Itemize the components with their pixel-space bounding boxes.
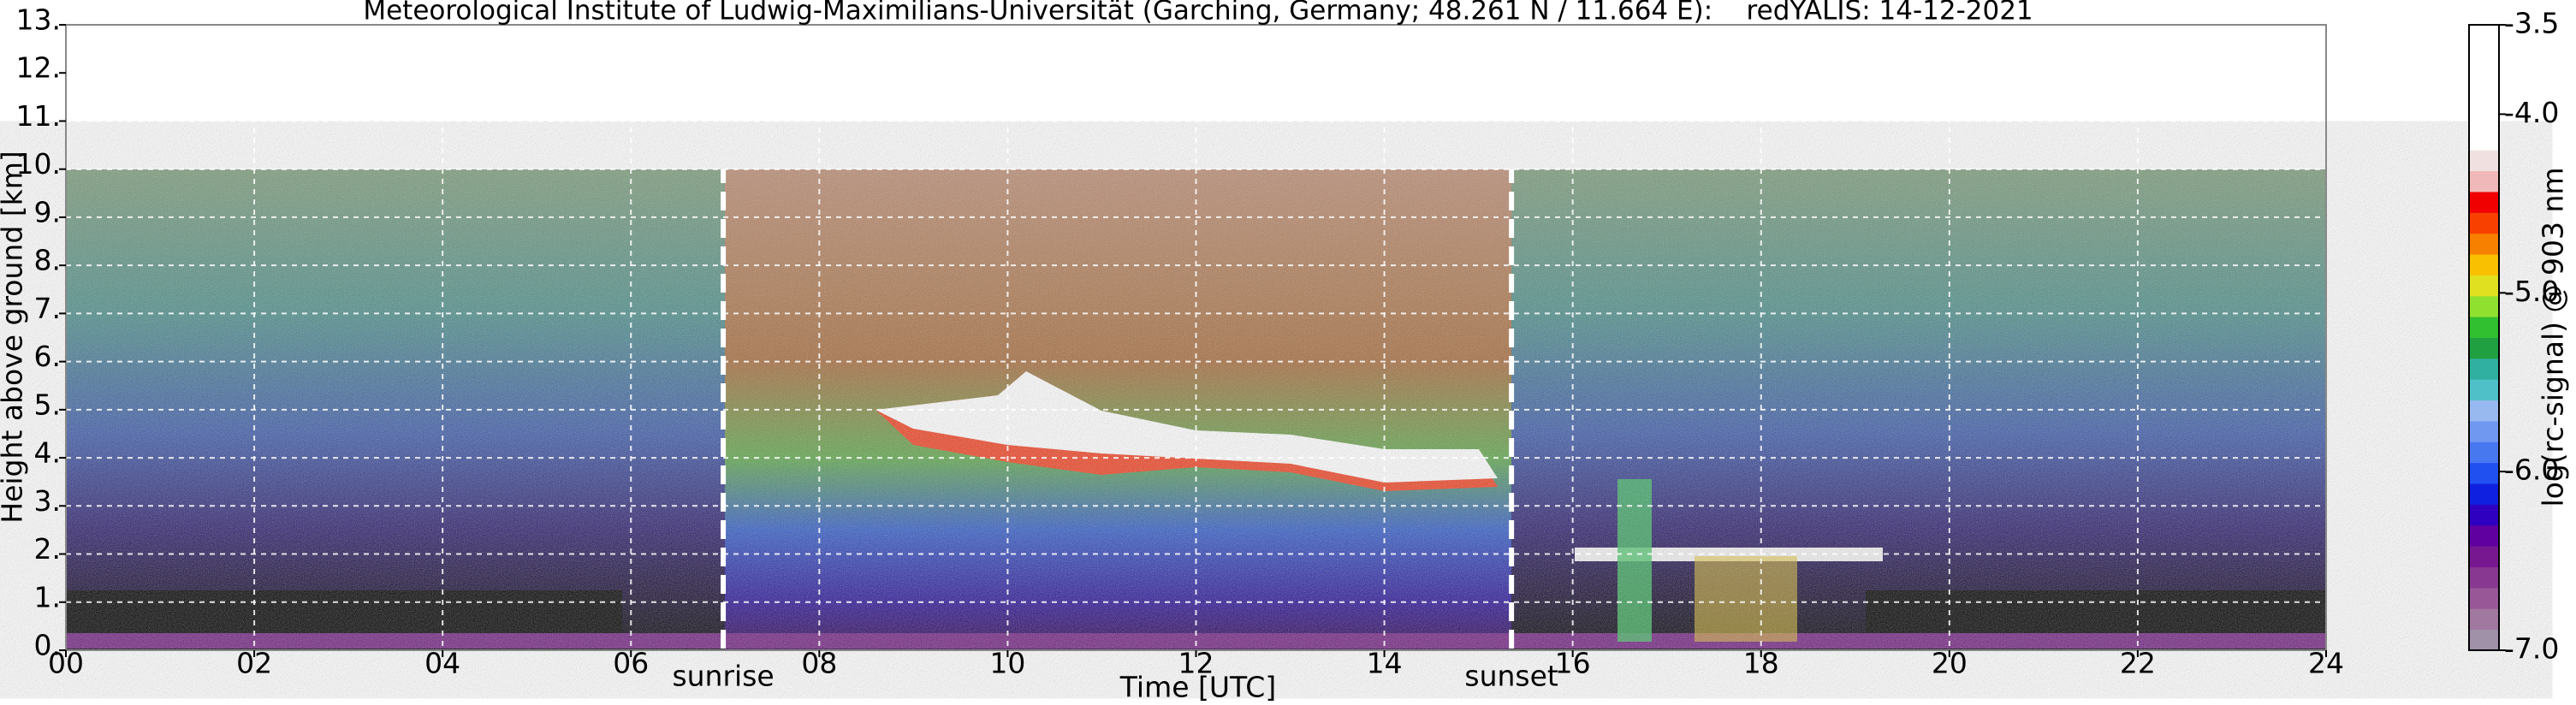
colorbar-frame bbox=[2468, 24, 2500, 651]
colorbar-swatch bbox=[2469, 66, 2499, 88]
x-tick-label: 02 bbox=[236, 647, 272, 680]
colorbar-swatch bbox=[2469, 483, 2499, 505]
x-tick-label: 12 bbox=[1178, 647, 1214, 680]
y-tick-label: 8. bbox=[34, 244, 62, 277]
y-tick-label: 0. bbox=[34, 629, 62, 662]
colorbar-tick-label: -5.0 bbox=[2504, 275, 2559, 308]
y-tick-label: 4. bbox=[34, 436, 62, 470]
colorbar-swatch bbox=[2469, 420, 2499, 442]
x-tick-label: 00 bbox=[48, 647, 84, 680]
colorbar-swatch bbox=[2469, 337, 2499, 359]
x-tick-label: 24 bbox=[2308, 647, 2344, 680]
x-tick-label: 16 bbox=[1555, 647, 1591, 680]
colorbar-swatch bbox=[2469, 275, 2499, 297]
y-tick-label: 5. bbox=[34, 388, 62, 421]
colorbar-swatch bbox=[2469, 524, 2499, 547]
colorbar-swatch bbox=[2469, 566, 2499, 589]
y-tick-label: 12. bbox=[16, 51, 61, 85]
y-tick-label: 7. bbox=[34, 292, 62, 325]
y-tick-label: 1. bbox=[34, 580, 62, 613]
y-tick-label: 2. bbox=[34, 532, 62, 566]
colorbar-swatch bbox=[2469, 295, 2499, 317]
annotation-label: sunset bbox=[1464, 660, 1558, 693]
x-tick-label: 14 bbox=[1367, 647, 1403, 680]
colorbar-swatch bbox=[2469, 629, 2499, 651]
colorbar-swatch bbox=[2469, 379, 2499, 401]
colorbar-swatch bbox=[2469, 462, 2499, 484]
annotation-label: sunrise bbox=[672, 660, 774, 693]
y-tick-label: 13. bbox=[16, 3, 61, 37]
y-axis-label: Height above ground [km] bbox=[0, 151, 29, 524]
colorbar-swatch bbox=[2469, 608, 2499, 631]
x-tick-label: 10 bbox=[989, 647, 1025, 680]
y-tick-label: 6. bbox=[34, 340, 62, 373]
colorbar-swatch bbox=[2469, 358, 2499, 380]
colorbar-swatch bbox=[2469, 25, 2499, 46]
colorbar-label: log(rc-signal) @ 903 nm bbox=[2537, 167, 2570, 507]
x-tick-label: 22 bbox=[2120, 647, 2156, 680]
colorbar-swatch bbox=[2469, 254, 2499, 275]
colorbar-swatch bbox=[2469, 191, 2499, 213]
colorbar-swatch bbox=[2469, 170, 2499, 193]
x-axis-label: Time [UTC] bbox=[1119, 671, 1276, 704]
x-tick-label: 20 bbox=[1932, 647, 1968, 680]
x-tick-label: 06 bbox=[613, 647, 649, 680]
y-tick-label: 10. bbox=[16, 147, 61, 181]
y-tick-label: 3. bbox=[34, 484, 62, 518]
colorbar-swatch bbox=[2469, 212, 2499, 234]
colorbar-tick-label: -6.0 bbox=[2504, 453, 2559, 487]
y-tick-label: 9. bbox=[34, 195, 62, 228]
colorbar-swatch bbox=[2469, 45, 2499, 68]
x-tick-label: 08 bbox=[801, 647, 837, 680]
colorbar-swatch bbox=[2469, 504, 2499, 526]
colorbar-swatch bbox=[2469, 587, 2499, 609]
colorbar-swatch bbox=[2469, 441, 2499, 464]
colorbar-swatch bbox=[2469, 108, 2499, 130]
x-tick-label: 04 bbox=[424, 647, 460, 680]
chart-title: Meteorological Institute of Ludwig-Maxim… bbox=[363, 0, 2033, 27]
x-tick-label: 18 bbox=[1743, 647, 1779, 680]
colorbar-swatch bbox=[2469, 400, 2499, 422]
colorbar-swatch bbox=[2469, 317, 2499, 338]
colorbar-swatch bbox=[2469, 128, 2499, 151]
colorbar-tick-label: -3.5 bbox=[2504, 7, 2559, 40]
colorbar-swatch bbox=[2469, 150, 2499, 172]
colorbar-swatch bbox=[2469, 87, 2499, 109]
colorbar-swatch bbox=[2469, 546, 2499, 568]
y-tick-label: 11. bbox=[16, 99, 61, 133]
colorbar-tick-label: -7.0 bbox=[2504, 632, 2559, 666]
colorbar-swatch bbox=[2469, 233, 2499, 255]
colorbar-tick-label: -4.0 bbox=[2504, 96, 2559, 129]
